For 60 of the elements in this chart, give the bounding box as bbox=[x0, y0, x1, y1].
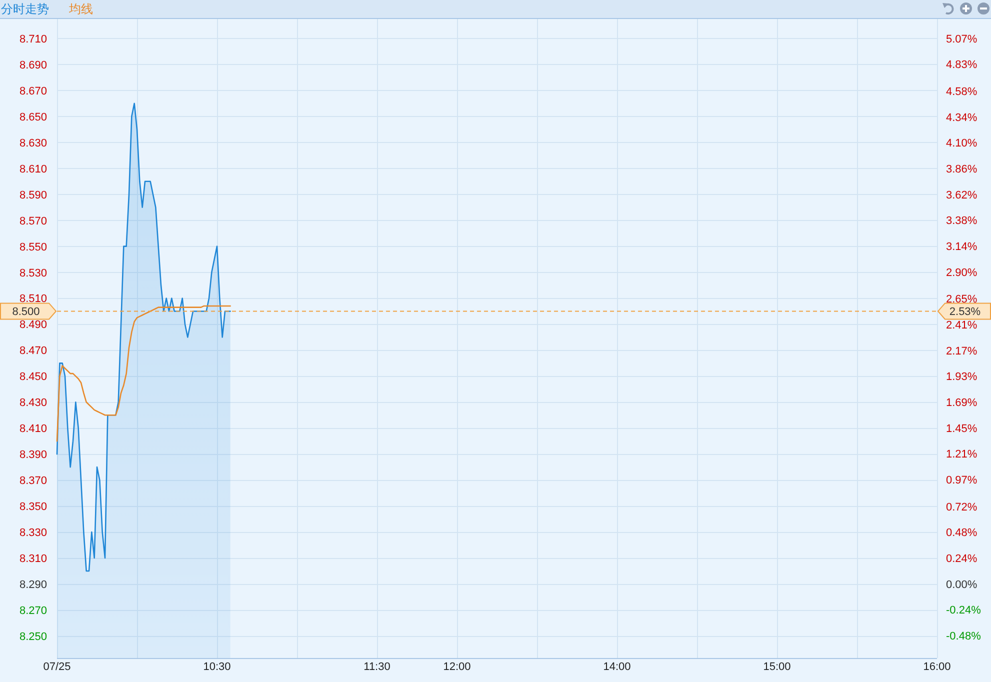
y-tick-label: 8.330 bbox=[19, 527, 47, 540]
y-tick-label: 8.390 bbox=[19, 449, 47, 462]
y2-tick-label: 1.69% bbox=[946, 396, 978, 409]
y2-tick-label: 4.83% bbox=[946, 59, 978, 72]
y-tick-label: 8.470 bbox=[19, 345, 47, 358]
x-tick-label: 07/25 bbox=[43, 661, 71, 673]
y-tick-label: 8.510 bbox=[19, 293, 47, 306]
y-tick-label: 8.250 bbox=[19, 630, 47, 643]
y2-tick-label: 1.93% bbox=[946, 371, 978, 384]
y-tick-label: 8.650 bbox=[19, 111, 47, 124]
y-tick-label: 8.710 bbox=[19, 33, 47, 46]
x-tick-label: 14:00 bbox=[603, 661, 631, 673]
y-tick-label: 8.370 bbox=[19, 475, 47, 488]
y2-tick-label: 3.86% bbox=[946, 164, 978, 176]
y2-tick-label: 0.24% bbox=[946, 552, 978, 565]
y-tick-label: 8.630 bbox=[19, 137, 47, 150]
y2-tick-label: 2.17% bbox=[946, 345, 978, 358]
y-tick-label: 8.290 bbox=[19, 578, 47, 591]
y2-tick-label: 0.00% bbox=[946, 578, 978, 591]
y2-tick-label: 0.97% bbox=[946, 474, 978, 486]
y2-tick-label: 2.65% bbox=[946, 294, 978, 306]
y2-tick-label: 3.14% bbox=[946, 240, 978, 253]
x-tick-label: 15:00 bbox=[763, 661, 791, 673]
x-tick-label: 11:30 bbox=[364, 661, 390, 673]
y-tick-label: 8.690 bbox=[19, 59, 47, 72]
y2-tick-label: 3.38% bbox=[946, 215, 978, 228]
text: 2.53% bbox=[949, 306, 981, 318]
y2-tick-label: 1.21% bbox=[946, 448, 978, 461]
y2-tick-label: 3.62% bbox=[946, 189, 978, 202]
y-tick-label: 8.430 bbox=[19, 397, 47, 410]
y-tick-label: 8.570 bbox=[19, 215, 47, 228]
text: 均线 bbox=[68, 2, 93, 16]
y2-tick-label: 1.45% bbox=[946, 422, 978, 435]
y-tick-label: 8.310 bbox=[19, 552, 47, 565]
y-tick-label: 8.610 bbox=[19, 163, 47, 176]
y2-tick-label: 0.48% bbox=[946, 527, 978, 540]
x-tick-label: 16:00 bbox=[923, 661, 951, 673]
y-tick-label: 8.550 bbox=[19, 241, 47, 254]
y2-tick-label: 2.41% bbox=[946, 320, 978, 332]
y-tick-label: 8.590 bbox=[19, 189, 47, 202]
y2-tick-label: 4.58% bbox=[946, 86, 978, 98]
text: 分时走势 bbox=[1, 2, 49, 16]
ref-line-label: 8.500 bbox=[12, 306, 40, 318]
y-tick-label: 8.410 bbox=[19, 423, 47, 436]
y2-tick-label: 0.72% bbox=[946, 501, 978, 514]
y2-tick-label: 2.90% bbox=[946, 266, 978, 279]
y2-tick-label: 4.10% bbox=[946, 138, 978, 150]
y2-tick-label: 5.07% bbox=[946, 33, 978, 46]
y2-tick-label: 4.34% bbox=[946, 112, 978, 124]
y2-tick-label: -0.24% bbox=[946, 604, 982, 617]
x-tick-label: 10:30 bbox=[203, 661, 231, 673]
y-tick-label: 8.350 bbox=[19, 501, 47, 514]
line-series bbox=[56, 305, 231, 442]
y-tick-label: 8.490 bbox=[19, 319, 47, 332]
y-tick-label: 8.670 bbox=[19, 85, 47, 98]
y2-tick-label: -0.48% bbox=[946, 630, 982, 642]
y-tick-label: 8.270 bbox=[19, 604, 47, 617]
y-tick-label: 8.530 bbox=[19, 267, 47, 280]
x-tick-label: 12:00 bbox=[443, 661, 471, 673]
y-tick-label: 8.450 bbox=[19, 371, 47, 384]
